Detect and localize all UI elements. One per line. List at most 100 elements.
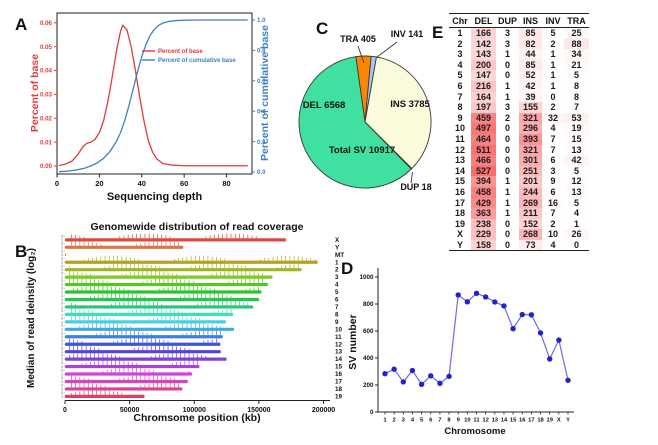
svg-text:13: 13 xyxy=(335,349,343,356)
svg-text:16: 16 xyxy=(519,418,526,424)
value-cell: 0 xyxy=(496,59,519,71)
table-row: 11 464 0 393 7 15 xyxy=(449,133,589,145)
value-cell: 1 xyxy=(564,218,589,230)
svg-text:3: 3 xyxy=(61,354,63,358)
svg-text:1: 1 xyxy=(61,283,63,287)
svg-text:1: 1 xyxy=(383,418,387,424)
value-cell: 0 xyxy=(542,91,564,103)
svg-text:DUP 18: DUP 18 xyxy=(400,182,431,192)
value-cell: 197 xyxy=(471,102,496,113)
value-cell: 1 xyxy=(496,80,519,92)
svg-text:0.2: 0.2 xyxy=(257,139,266,146)
value-cell: 1 xyxy=(542,49,564,60)
chr-cell: 2 xyxy=(457,38,463,49)
svg-text:X: X xyxy=(557,418,561,424)
table-row: 13 466 0 301 6 42 xyxy=(449,155,589,166)
svg-text:5: 5 xyxy=(335,289,339,296)
value-cell: 229 xyxy=(471,229,496,240)
value-cell: 12 xyxy=(564,176,589,187)
svg-text:0.06: 0.06 xyxy=(40,20,53,27)
svg-text:3: 3 xyxy=(61,272,63,276)
svg-text:1: 1 xyxy=(61,246,63,250)
value-cell: 3 xyxy=(496,38,519,50)
svg-text:4: 4 xyxy=(335,282,339,289)
value-cell: 1 xyxy=(542,80,564,92)
value-cell: 52 xyxy=(519,70,542,81)
svg-text:DEL 6568: DEL 6568 xyxy=(303,100,346,111)
svg-text:600: 600 xyxy=(363,328,374,335)
svg-text:0.03: 0.03 xyxy=(40,92,53,99)
value-cell: 0 xyxy=(496,239,519,252)
svg-text:14: 14 xyxy=(335,356,343,363)
value-cell: 321 xyxy=(519,112,542,124)
svg-text:3: 3 xyxy=(61,279,63,283)
svg-text:Genomewide distribution of rea: Genomewide distribution of read coverage xyxy=(91,221,304,233)
svg-text:1000: 1000 xyxy=(359,274,374,281)
svg-text:11: 11 xyxy=(335,334,342,341)
svg-text:1: 1 xyxy=(61,313,63,317)
chr-cell: 9 xyxy=(457,112,463,123)
svg-text:8: 8 xyxy=(335,311,339,318)
svg-text:7: 7 xyxy=(335,304,339,311)
chr-cell: 16 xyxy=(454,186,465,197)
value-cell: 44 xyxy=(519,49,542,60)
chr-cell: X xyxy=(456,229,463,240)
value-cell: 19 xyxy=(564,123,589,134)
value-cell: 3 xyxy=(542,165,564,177)
value-cell: 16 xyxy=(542,197,564,209)
value-cell: 2 xyxy=(542,38,564,50)
table-row: X 229 0 268 10 26 xyxy=(449,229,589,240)
panel-c-label: C xyxy=(316,19,329,38)
value-cell: 1 xyxy=(496,176,519,187)
table-row: 17 429 1 269 16 5 xyxy=(449,197,589,209)
svg-text:1: 1 xyxy=(61,395,63,399)
value-cell: 1 xyxy=(496,186,519,198)
table-row: 6 216 1 42 1 8 xyxy=(449,80,589,92)
svg-text:1: 1 xyxy=(61,380,63,384)
svg-text:0: 0 xyxy=(370,409,374,416)
value-cell: 251 xyxy=(519,165,542,177)
svg-text:200: 200 xyxy=(363,382,374,389)
sv-count-table: Chr DEL DUP INS INV TRA 1 166 3 85 5 25 2 142 3 82 2 88 3 1… xyxy=(449,13,589,252)
svg-text:80: 80 xyxy=(222,179,230,188)
svg-text:6: 6 xyxy=(429,418,433,424)
svg-text:Chromosome: Chromosome xyxy=(444,426,505,437)
table-row: 15 394 1 201 9 12 xyxy=(449,176,589,187)
svg-text:14: 14 xyxy=(501,418,508,424)
svg-text:3: 3 xyxy=(61,242,63,246)
value-cell: 15 xyxy=(564,133,589,145)
svg-text:18: 18 xyxy=(537,418,544,424)
svg-text:Sequencing depth: Sequencing depth xyxy=(107,191,203,203)
value-cell: 85 xyxy=(519,27,542,39)
table-row: Y 158 0 73 4 0 xyxy=(449,239,589,252)
chr-cell: Y xyxy=(449,239,471,252)
value-cell: 155 xyxy=(519,102,542,113)
panel-b-read-coverage-chart: Genomewide distribution of read coverage… xyxy=(26,221,344,424)
column-header: TRA xyxy=(564,13,589,28)
value-cell: 466 xyxy=(471,155,496,166)
svg-text:3: 3 xyxy=(402,418,406,424)
value-cell: 200 xyxy=(471,59,496,71)
value-cell: 4 xyxy=(542,239,564,252)
value-cell: 32 xyxy=(542,112,564,124)
table-row: 16 458 1 244 6 13 xyxy=(449,186,589,198)
svg-text:1: 1 xyxy=(335,259,339,266)
value-cell: 8 xyxy=(564,91,589,103)
svg-text:0: 0 xyxy=(63,407,67,414)
value-cell: 1 xyxy=(542,70,564,81)
svg-text:13: 13 xyxy=(492,418,499,424)
table-row: 18 363 1 211 7 4 xyxy=(449,208,589,219)
svg-text:17: 17 xyxy=(528,418,534,424)
panel-a-depth-distribution-chart: 0.00 0.01 0.02 0.03 0.04 0.05 0.06 0.0 0.2 0.4 0.6… xyxy=(29,12,271,203)
svg-text:0.01: 0.01 xyxy=(40,139,53,146)
svg-text:1: 1 xyxy=(61,276,63,280)
svg-text:0.4: 0.4 xyxy=(257,108,266,115)
svg-text:3: 3 xyxy=(61,361,63,365)
svg-text:3: 3 xyxy=(61,331,63,335)
svg-text:0.8: 0.8 xyxy=(257,48,266,55)
column-header: DUP xyxy=(496,13,519,28)
value-cell: 6 xyxy=(542,155,564,166)
value-cell: 85 xyxy=(519,59,542,71)
table-row: 14 527 0 251 3 5 xyxy=(449,165,589,177)
value-cell: 143 xyxy=(471,49,496,60)
